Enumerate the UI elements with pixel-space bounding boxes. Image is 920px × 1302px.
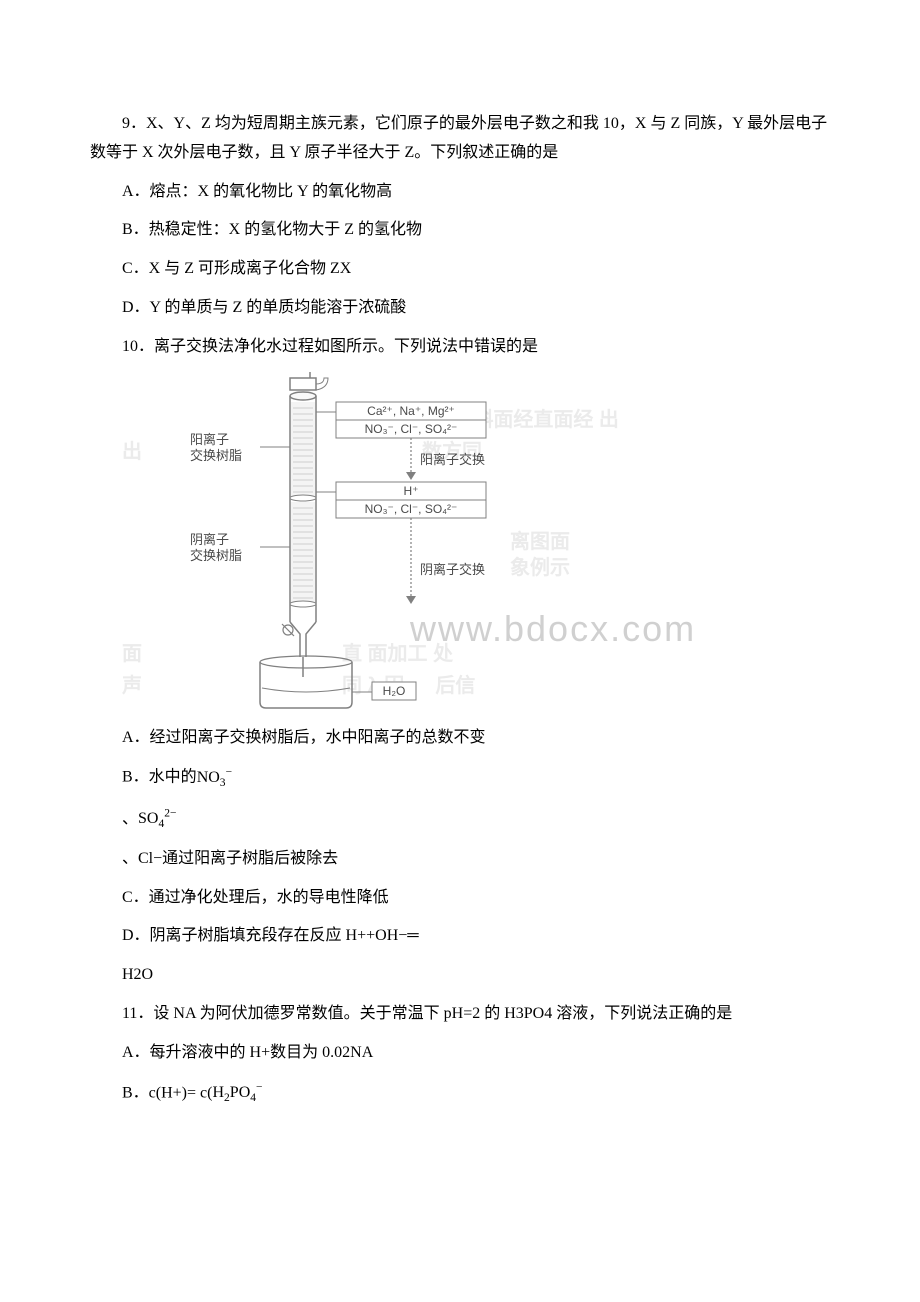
svg-text:阳离子: 阳离子 [190,432,229,447]
q10-b-prefix: B．水中的 [122,769,197,786]
svg-text:NO₃⁻, Cl⁻, SO₄²⁻: NO₃⁻, Cl⁻, SO₄²⁻ [365,502,458,516]
q11-option-a: A．每升溶液中的 H+数目为 0.02NA [90,1039,830,1068]
q9-option-a: A．熔点：X 的氧化物比 Y 的氧化物高 [90,178,830,207]
q9-option-d: D．Y 的单质与 Z 的单质均能溶于浓硫酸 [90,294,830,323]
q10-b-so4: SO42− [138,810,176,827]
svg-text:交换树脂: 交换树脂 [190,548,242,563]
q11-option-b: B．c(H+)= c(H2PO4− [90,1078,830,1109]
svg-text:H₂O: H₂O [383,684,406,698]
q10-option-b-line2: 、SO42− [90,804,830,835]
svg-text:Ca²⁺, Na⁺, Mg²⁺: Ca²⁺, Na⁺, Mg²⁺ [367,404,455,418]
svg-text:阴离子: 阴离子 [190,532,229,547]
svg-text:阴离子交换: 阴离子交换 [420,562,485,577]
q9-stem: 9．X、Y、Z 均为短周期主族元素，它们原子的最外层电子数之和我 10，X 与 … [90,110,830,168]
q11-b-prefix: B．c(H+)= c( [122,1084,212,1101]
q10-option-a: A．经过阳离子交换树脂后，水中阳离子的总数不变 [90,724,830,753]
q10-option-c: C．通过净化处理后，水的导电性降低 [90,884,830,913]
diagram-svg: Ca²⁺, Na⁺, Mg²⁺ NO₃⁻, Cl⁻, SO₄²⁻ 阳离子交换 H… [160,372,560,712]
q10-option-b-line1: B．水中的NO3− [90,762,830,793]
svg-text:阳离子交换: 阳离子交换 [420,452,485,467]
svg-text:交换树脂: 交换树脂 [190,448,242,463]
ion-exchange-diagram: 17. 从斜面经直面经 出 出 数方同 输 λ 离图面 象例示 面 直 面加工 … [160,372,560,712]
q10-option-b-line3: 、Cl−通过阳离子树脂后被除去 [90,845,830,874]
q10-stem: 10．离子交换法净化水过程如图所示。下列说法中错误的是 [90,333,830,362]
q10-b-no3: NO3− [197,769,232,786]
q11-b-h2po4: H2PO4− [212,1084,262,1101]
q10-option-d: D．阴离子树脂填充段存在反应 H++OH−═ [90,922,830,951]
svg-text:H⁺: H⁺ [404,484,419,498]
q9-option-c: C．X 与 Z 可形成离子化合物 ZX [90,255,830,284]
q10-b-divider: 、 [122,810,138,827]
q10-option-d-tail: H2O [90,961,830,990]
q9-option-b: B．热稳定性：X 的氢化物大于 Z 的氢化物 [90,216,830,245]
svg-text:NO₃⁻, Cl⁻, SO₄²⁻: NO₃⁻, Cl⁻, SO₄²⁻ [365,422,458,436]
q11-stem: 11．设 NA 为阿伏加德罗常数值。关于常温下 pH=2 的 H3PO4 溶液，… [90,1000,830,1029]
